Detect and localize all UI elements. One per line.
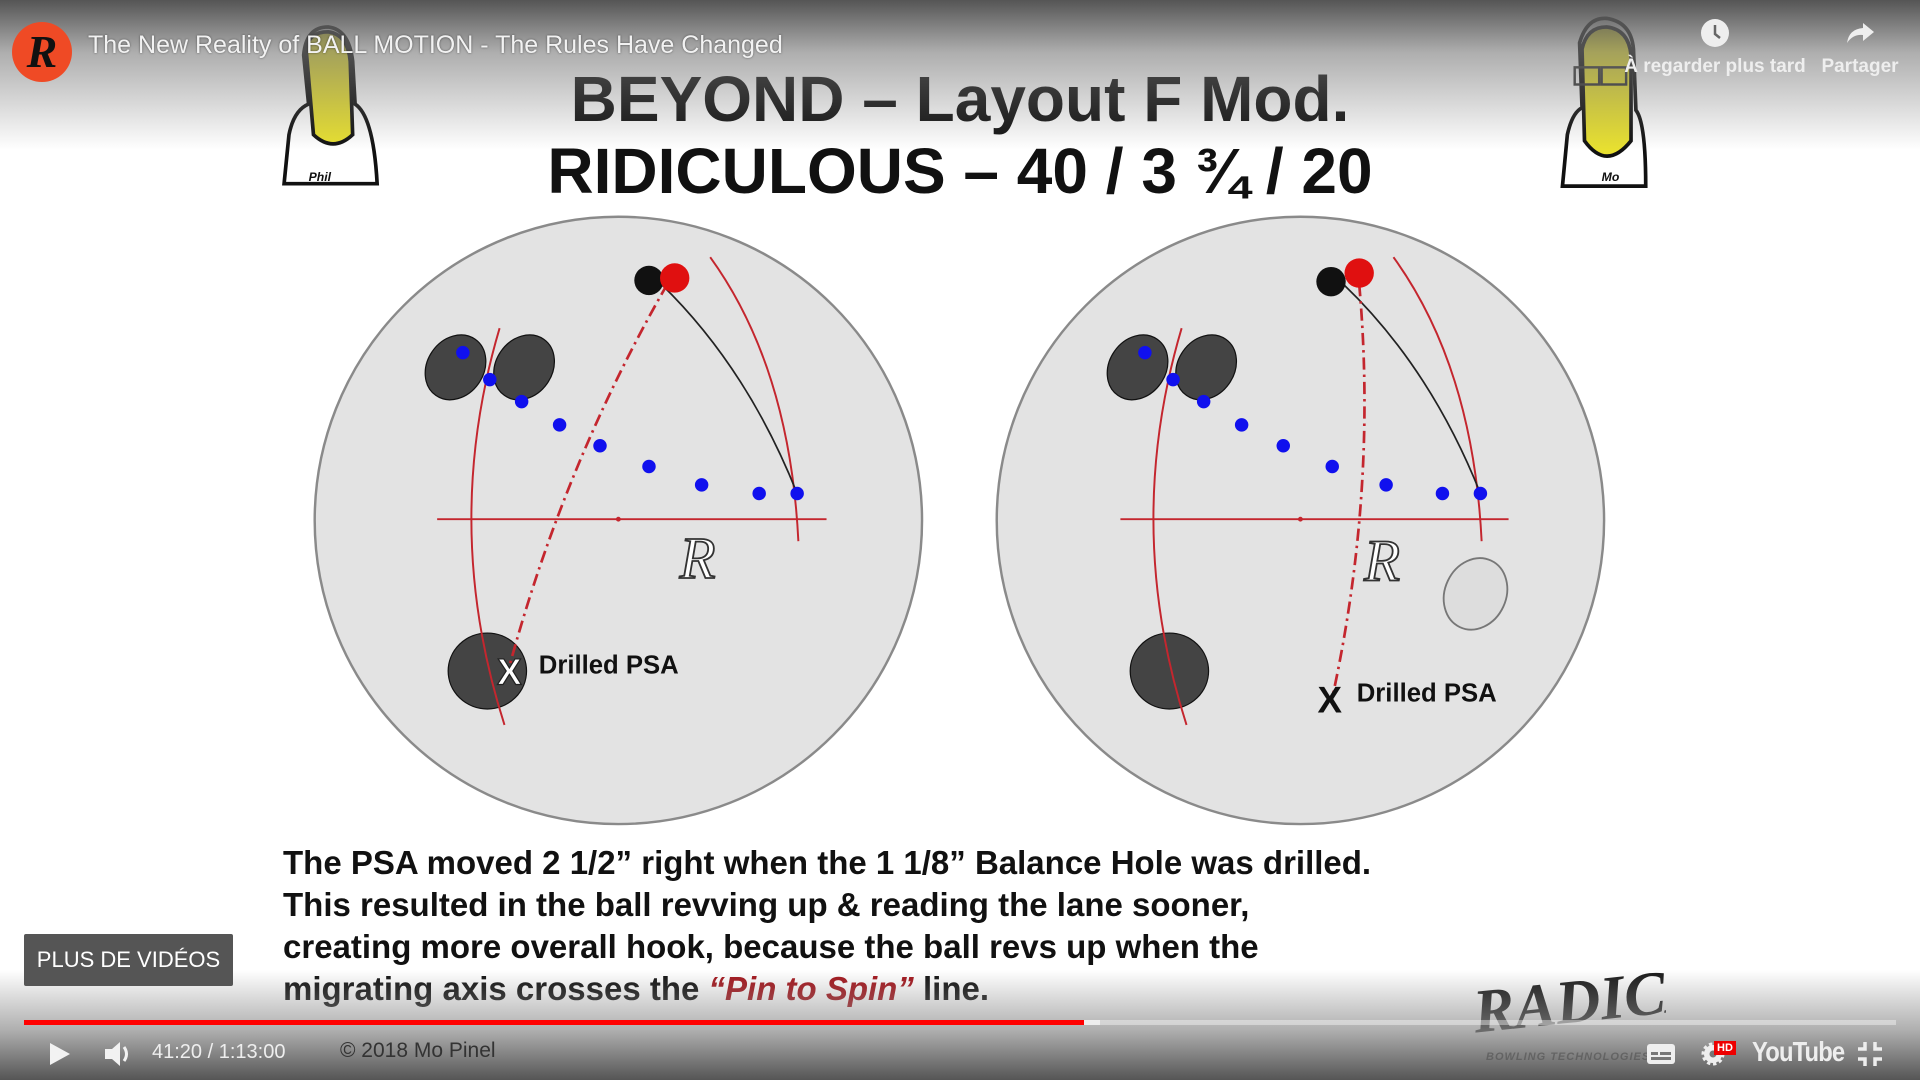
cg-marker bbox=[660, 263, 690, 293]
right-psa-label: Drilled PSA bbox=[1357, 680, 1497, 708]
subtitles-button[interactable] bbox=[1646, 1036, 1676, 1072]
mo-tag: Mo bbox=[1602, 170, 1620, 184]
watch-later-button[interactable]: À regarder plus tard bbox=[1620, 18, 1810, 78]
finger-hole bbox=[1106, 334, 1169, 401]
body-line-4-prefix: migrating axis crosses the bbox=[283, 970, 709, 1007]
balance-hole bbox=[1442, 557, 1509, 631]
more-videos-button[interactable]: PLUS DE VIDÉOS bbox=[24, 934, 233, 986]
phil-tag: Phil bbox=[309, 170, 332, 184]
play-button[interactable] bbox=[44, 1036, 74, 1072]
share-arrow-icon bbox=[1847, 23, 1874, 43]
exit-fullscreen-button[interactable] bbox=[1856, 1036, 1884, 1072]
played-bar bbox=[24, 1020, 1084, 1025]
radical-logo-wordmark: RADICAL bbox=[1469, 951, 1666, 1047]
axis-migration-dots bbox=[456, 345, 804, 501]
slide-title-line2: RIDICULOUS – 40 / 3 ¾ / 20 bbox=[547, 135, 1373, 207]
youtube-logo-button[interactable]: YouTube bbox=[1752, 1036, 1845, 1067]
share-button[interactable]: Partager bbox=[1818, 18, 1902, 78]
progress-bar[interactable] bbox=[24, 1020, 1896, 1025]
pin bbox=[634, 265, 664, 296]
cg-marker bbox=[1344, 258, 1374, 288]
video-title-link[interactable]: The New Reality of BALL MOTION - The Rul… bbox=[88, 31, 783, 59]
finger-hole bbox=[424, 334, 487, 401]
body-line-3: creating more overall hook, because the … bbox=[283, 928, 1259, 965]
body-line-2: This resulted in the ball revving up & r… bbox=[283, 886, 1250, 923]
radical-tagline: BOWLING TECHNOLOGIES bbox=[1486, 1051, 1650, 1063]
volume-button[interactable] bbox=[102, 1036, 136, 1072]
thumb-hole bbox=[1129, 632, 1210, 710]
watch-later-label: À regarder plus tard bbox=[1624, 56, 1806, 77]
finger-hole bbox=[493, 334, 556, 401]
r-logo-mark: R bbox=[679, 526, 716, 591]
share-label: Partager bbox=[1821, 56, 1899, 77]
settings-button[interactable]: HD bbox=[1700, 1036, 1740, 1072]
radical-logo: RADICAL BOWLING TECHNOLOGIES bbox=[1469, 951, 1666, 1063]
copyright-text: © 2018 Mo Pinel bbox=[340, 1039, 496, 1062]
hd-badge: HD bbox=[1714, 1041, 1736, 1055]
clock-icon bbox=[1701, 19, 1729, 47]
body-line-4-suffix: line. bbox=[913, 970, 990, 1007]
r-logo-mark: R bbox=[1363, 528, 1400, 593]
body-line-1: The PSA moved 2 1/2” right when the 1 1/… bbox=[283, 844, 1372, 881]
channel-logo[interactable]: R bbox=[12, 22, 72, 82]
axis-migration-dots bbox=[1138, 345, 1488, 501]
left-ball-diagram: R X Drilled PSA bbox=[313, 215, 924, 826]
time-display: 41:20 / 1:13:00 bbox=[152, 1041, 286, 1063]
finger-hole bbox=[1175, 334, 1238, 401]
pin bbox=[1316, 266, 1346, 297]
right-ball-diagram: R X Drilled PSA bbox=[995, 215, 1606, 826]
psa-x-marker: X bbox=[497, 651, 522, 692]
left-psa-label: Drilled PSA bbox=[539, 651, 679, 679]
thumb-hole bbox=[447, 632, 528, 710]
pin-to-spin-highlight: “Pin to Spin” bbox=[708, 970, 914, 1007]
psa-x-marker: X bbox=[1318, 680, 1343, 721]
body-line-4: migrating axis crosses the “Pin to Spin”… bbox=[283, 969, 989, 1009]
